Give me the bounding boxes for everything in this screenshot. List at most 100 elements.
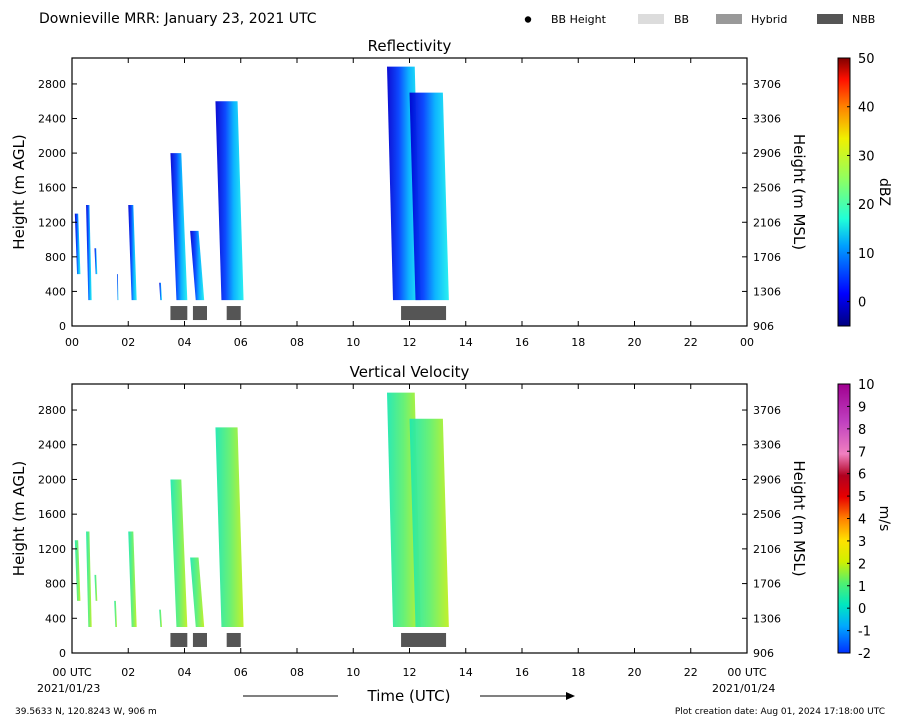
time-arrowhead [566, 692, 575, 700]
y2-tick-label: 2906 [753, 473, 781, 486]
site-location: 39.5633 N, 120.8243 W, 906 m [15, 707, 157, 717]
y-tick-label: 2800 [38, 404, 66, 417]
x-tick-label: 14 [459, 666, 473, 679]
x-tick-label: 14 [459, 336, 473, 349]
legend: BB Height BB Hybrid NBB [524, 13, 875, 26]
legend-bb-height-marker [524, 16, 532, 23]
figure-title: Downieville MRR: January 23, 2021 UTC [39, 11, 317, 27]
x-tick-label: 10 [346, 666, 360, 679]
echo-region-11 [409, 418, 449, 627]
echo-region-7 [170, 479, 188, 627]
echo-region-9 [215, 101, 244, 301]
y2-tick-label: 1306 [753, 612, 781, 625]
x-tick-label: 10 [346, 336, 360, 349]
y-tick-label: 400 [45, 285, 66, 298]
colorbar-tick-label: 3 [858, 535, 866, 550]
y-tick-label: 800 [45, 578, 66, 591]
echo-region-11 [409, 92, 449, 301]
nbb-bar-1 [170, 306, 188, 321]
colorbar-tick-label: 20 [858, 198, 875, 213]
y-tick-label: 2000 [38, 147, 66, 160]
y2-tick-label: 906 [753, 647, 774, 660]
y2-tick-label: 2906 [753, 147, 781, 160]
echo-region-5 [128, 204, 137, 301]
echo-region-8 [190, 230, 205, 301]
y-tick-label: 1200 [38, 543, 66, 556]
colorbar-tick-label: 8 [858, 423, 866, 438]
nbb-bar-3 [226, 632, 241, 647]
colorbar-tick-label: 5 [858, 490, 866, 505]
colorbar-tick-label: 7 [858, 445, 866, 460]
nbb-bar-4 [401, 306, 447, 321]
x-tick-label: 22 [684, 336, 698, 349]
y2-tick-label: 3706 [753, 404, 781, 417]
x-tick-label: 20 [628, 336, 642, 349]
x-tick-label: 02 [121, 666, 135, 679]
echo-region-7 [170, 153, 188, 301]
echo-region-1 [74, 540, 81, 601]
x-axis-label: Time (UTC) [367, 687, 451, 705]
nbb-bar-1 [170, 632, 188, 647]
y2-axis-label: Height (m MSL) [790, 460, 808, 576]
colorbar-tick-label: 2 [858, 557, 866, 572]
x-tick-label: 20 [628, 666, 642, 679]
y-tick-label: 2800 [38, 78, 66, 91]
y-axis-label: Height (m AGL) [10, 134, 28, 249]
x-tick-label: 00 [740, 336, 754, 349]
colorbar-tick-label: 10 [858, 378, 875, 393]
x-tick-label: 02 [121, 336, 135, 349]
panel-title: Vertical Velocity [350, 363, 470, 381]
legend-nbb-label: NBB [852, 13, 875, 26]
echo-region-4 [114, 600, 117, 627]
colorbar-tick-label: 9 [858, 400, 866, 415]
y2-tick-label: 3306 [753, 113, 781, 126]
echo-region-4 [117, 274, 119, 301]
y2-tick-label: 1706 [753, 251, 781, 264]
colorbar-tick-label: -2 [858, 647, 871, 662]
echo-region-8 [190, 557, 205, 627]
y2-tick-label: 3706 [753, 78, 781, 91]
y-tick-label: 400 [45, 612, 66, 625]
x-tick-label: 12 [403, 666, 417, 679]
legend-bb-swatch [638, 14, 664, 24]
legend-hybrid-label: Hybrid [751, 13, 787, 26]
y-tick-label: 1200 [38, 216, 66, 229]
colorbar-tick-label: 0 [858, 602, 866, 617]
echo-region-9 [215, 427, 244, 627]
y2-tick-label: 2106 [753, 543, 781, 556]
panel-title: Reflectivity [368, 37, 452, 55]
y2-tick-label: 2506 [753, 182, 781, 195]
y-tick-label: 2400 [38, 439, 66, 452]
colorbar-tick-label: 50 [858, 52, 875, 67]
y2-tick-label: 1306 [753, 285, 781, 298]
y-tick-label: 1600 [38, 508, 66, 521]
x-tick-label: 18 [571, 336, 585, 349]
x-tick-label: 08 [290, 666, 304, 679]
colorbar-tick-label: 4 [858, 513, 866, 528]
y-axis-label: Height (m AGL) [10, 461, 28, 576]
nbb-bar-2 [192, 632, 207, 647]
colorbar-tick-label: -1 [858, 625, 871, 640]
plot-creation-date: Plot creation date: Aug 01, 2024 17:18:0… [675, 707, 885, 717]
y2-axis-label: Height (m MSL) [790, 134, 808, 250]
y-tick-label: 0 [59, 320, 66, 333]
echo-region-2 [86, 204, 92, 301]
x-tick-label: 04 [178, 666, 192, 679]
y-tick-label: 2000 [38, 473, 66, 486]
start-date: 2021/01/23 [37, 682, 100, 695]
nbb-bar-4 [401, 632, 447, 647]
x-tick-label: 00 UTC [52, 666, 92, 679]
end-date: 2021/01/24 [712, 682, 775, 695]
colorbar-tick-label: 10 [858, 247, 875, 262]
legend-bb-height-label: BB Height [551, 13, 607, 26]
x-tick-label: 04 [178, 336, 192, 349]
x-tick-label: 16 [515, 336, 529, 349]
y2-tick-label: 2106 [753, 216, 781, 229]
x-tick-label: 22 [684, 666, 698, 679]
x-tick-label: 06 [234, 336, 248, 349]
x-tick-label: 18 [571, 666, 585, 679]
echo-region-6 [159, 609, 162, 627]
x-tick-label: 12 [403, 336, 417, 349]
